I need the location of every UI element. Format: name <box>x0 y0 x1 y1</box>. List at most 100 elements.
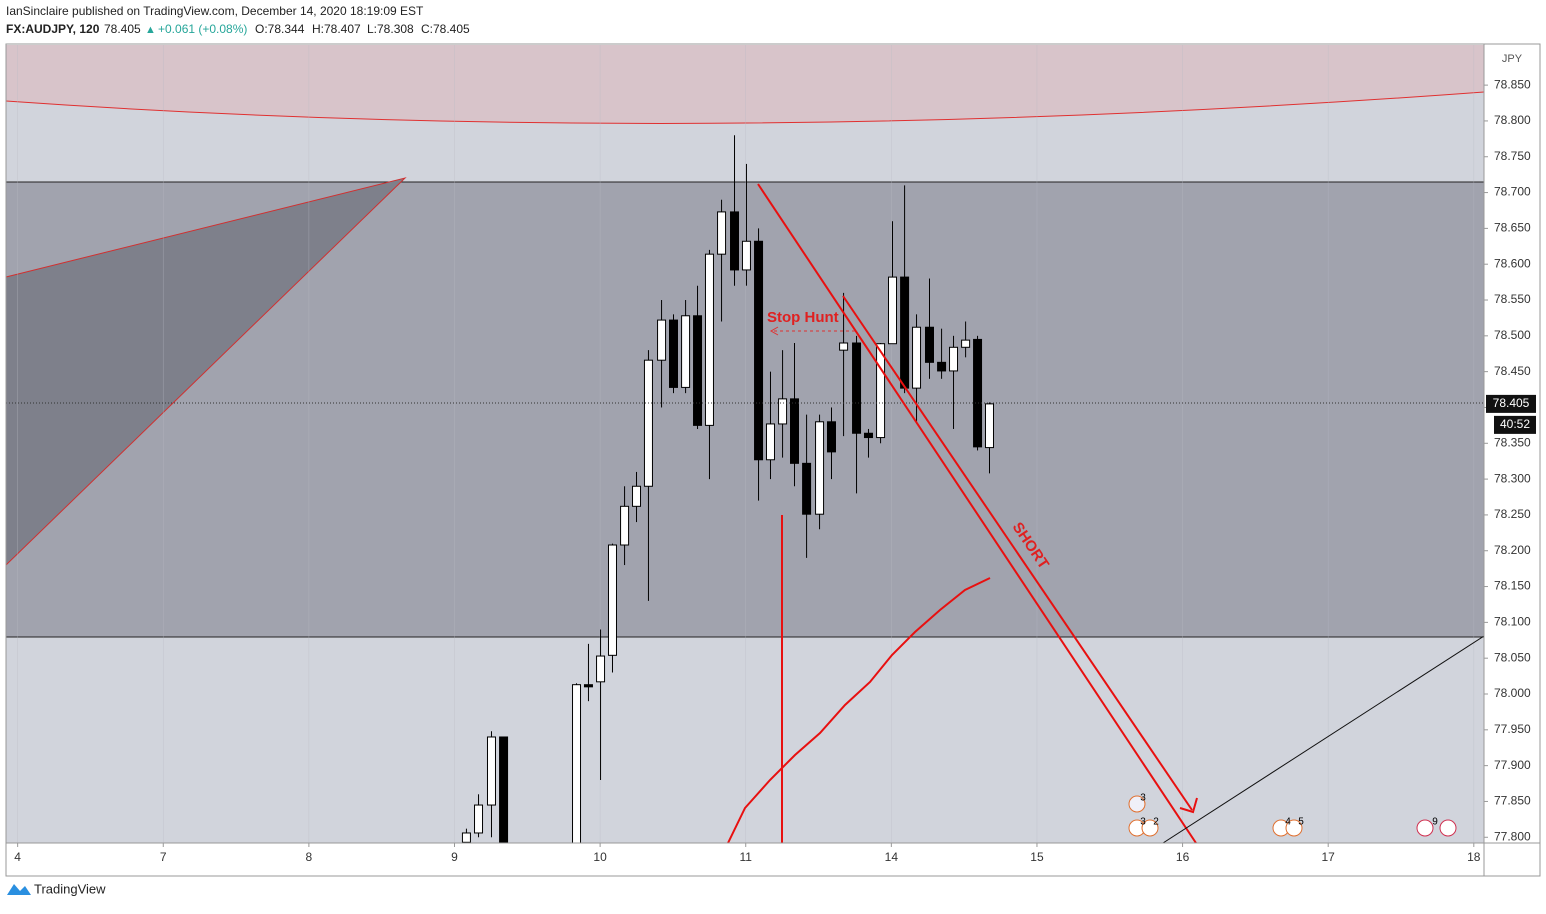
event-count: 5 <box>1298 817 1304 828</box>
red-curve <box>727 577 991 843</box>
y-tick-label: 78.050 <box>1494 650 1531 664</box>
candle-body <box>607 544 617 656</box>
y-tick-label: 78.500 <box>1494 328 1531 342</box>
candle-body <box>596 655 606 683</box>
candle-body <box>632 485 642 507</box>
candle-body <box>912 326 922 389</box>
event-icon <box>1141 819 1159 837</box>
y-tick-label: 78.000 <box>1494 686 1531 700</box>
wedge-edge <box>5 177 407 566</box>
event-count: 2 <box>1153 817 1159 828</box>
event-icon <box>1439 819 1457 837</box>
frame <box>5 43 1541 877</box>
event-icon <box>1128 795 1146 813</box>
last: 78.405 <box>104 22 141 36</box>
candle-body <box>693 315 703 426</box>
x-tick-label: 15 <box>1030 850 1044 864</box>
event-count: 3 <box>1140 793 1146 804</box>
y-tick-label: 78.700 <box>1494 185 1531 199</box>
x-tick-label: 9 <box>451 850 458 864</box>
y-tick-label: 78.250 <box>1494 507 1531 521</box>
brand: TradingView <box>34 881 106 896</box>
x-tick-label: 7 <box>160 850 167 864</box>
y-tick-label: 78.650 <box>1494 221 1531 235</box>
candle-body <box>620 505 630 546</box>
y-tick-label: 78.100 <box>1494 615 1531 629</box>
y-tick-label: 77.800 <box>1494 829 1531 843</box>
candle-body <box>704 253 714 426</box>
arrow-head <box>769 326 779 336</box>
ohlc-low: L:78.308 <box>367 22 414 36</box>
x-tick-label: 18 <box>1467 850 1481 864</box>
candle-body <box>741 240 751 271</box>
ohlc-open: O:78.344 <box>255 22 305 36</box>
channel-line <box>842 295 1193 811</box>
x-tick-label: 16 <box>1176 850 1190 864</box>
last-price-box <box>1486 394 1536 413</box>
y-tick-label: 77.950 <box>1494 722 1531 736</box>
y-tick-label: 78.850 <box>1494 77 1531 91</box>
y-tick-label: 78.450 <box>1494 364 1531 378</box>
candle-body <box>790 398 800 464</box>
change: +0.061 (+0.08%) <box>158 22 247 36</box>
candle-body <box>863 432 873 439</box>
ohlc-high: H:78.407 <box>312 22 361 36</box>
y-tick-label: 78.750 <box>1494 149 1531 163</box>
x-tick-label: 14 <box>885 850 899 864</box>
candle-body <box>924 326 934 363</box>
candle-body <box>461 832 471 843</box>
event-count: 9 <box>1432 817 1438 828</box>
candle-body <box>937 361 947 372</box>
annotation: Stop Hunt <box>767 309 839 326</box>
candle-body <box>900 276 910 389</box>
candle-body <box>839 342 849 351</box>
ohlc-close: C:78.405 <box>421 22 470 36</box>
candle-body <box>876 343 886 439</box>
candle-body <box>961 339 971 348</box>
x-tick-label: 17 <box>1322 850 1336 864</box>
event-icons: 3 3 2 4 5 9 <box>1128 793 1457 837</box>
candle-body <box>572 684 582 843</box>
candle-body <box>888 276 898 345</box>
currency: JPY <box>1502 53 1523 65</box>
candle-body <box>949 346 959 372</box>
candle-body <box>730 211 740 271</box>
up-arrow: ▲ <box>145 24 156 36</box>
y-tick-label: 78.200 <box>1494 543 1531 557</box>
brand-logo <box>7 884 31 895</box>
arc-line <box>5 91 1485 124</box>
channel-line <box>757 183 1197 843</box>
candle-body <box>973 338 983 448</box>
symbol: FX:AUDJPY, 120 <box>6 22 100 36</box>
candle-body <box>815 421 825 515</box>
candle-body <box>802 462 812 515</box>
byline: IanSinclaire published on TradingView.co… <box>6 4 424 18</box>
candle-body <box>669 319 679 388</box>
countdown-box <box>1494 415 1536 434</box>
candle-body <box>852 342 862 434</box>
candle-body <box>657 319 667 361</box>
y-tick-label: 78.600 <box>1494 256 1531 270</box>
candle-body <box>765 423 775 461</box>
x-tick-label: 11 <box>739 850 752 864</box>
y-tick-label: 77.900 <box>1494 758 1531 772</box>
x-tick-label: 4 <box>14 850 21 864</box>
y-tick-label: 78.800 <box>1494 113 1531 127</box>
y-tick-label: 78.350 <box>1494 435 1531 449</box>
arrow-head <box>1179 797 1198 814</box>
candle-body <box>754 240 764 461</box>
y-tick-label: 78.300 <box>1494 471 1531 485</box>
candle-body <box>583 684 593 688</box>
event-count: 3 <box>1140 817 1146 828</box>
y-tick-label: 78.150 <box>1494 579 1531 593</box>
candle-body <box>826 421 836 453</box>
candle-body <box>486 736 496 806</box>
x-tick-label: 10 <box>593 850 607 864</box>
event-icon <box>1416 819 1434 837</box>
trend-line <box>1162 635 1484 843</box>
candle-body <box>681 315 691 388</box>
candle-body <box>778 398 788 425</box>
countdown: 40:52 <box>1500 417 1530 431</box>
candle-body <box>984 403 994 449</box>
